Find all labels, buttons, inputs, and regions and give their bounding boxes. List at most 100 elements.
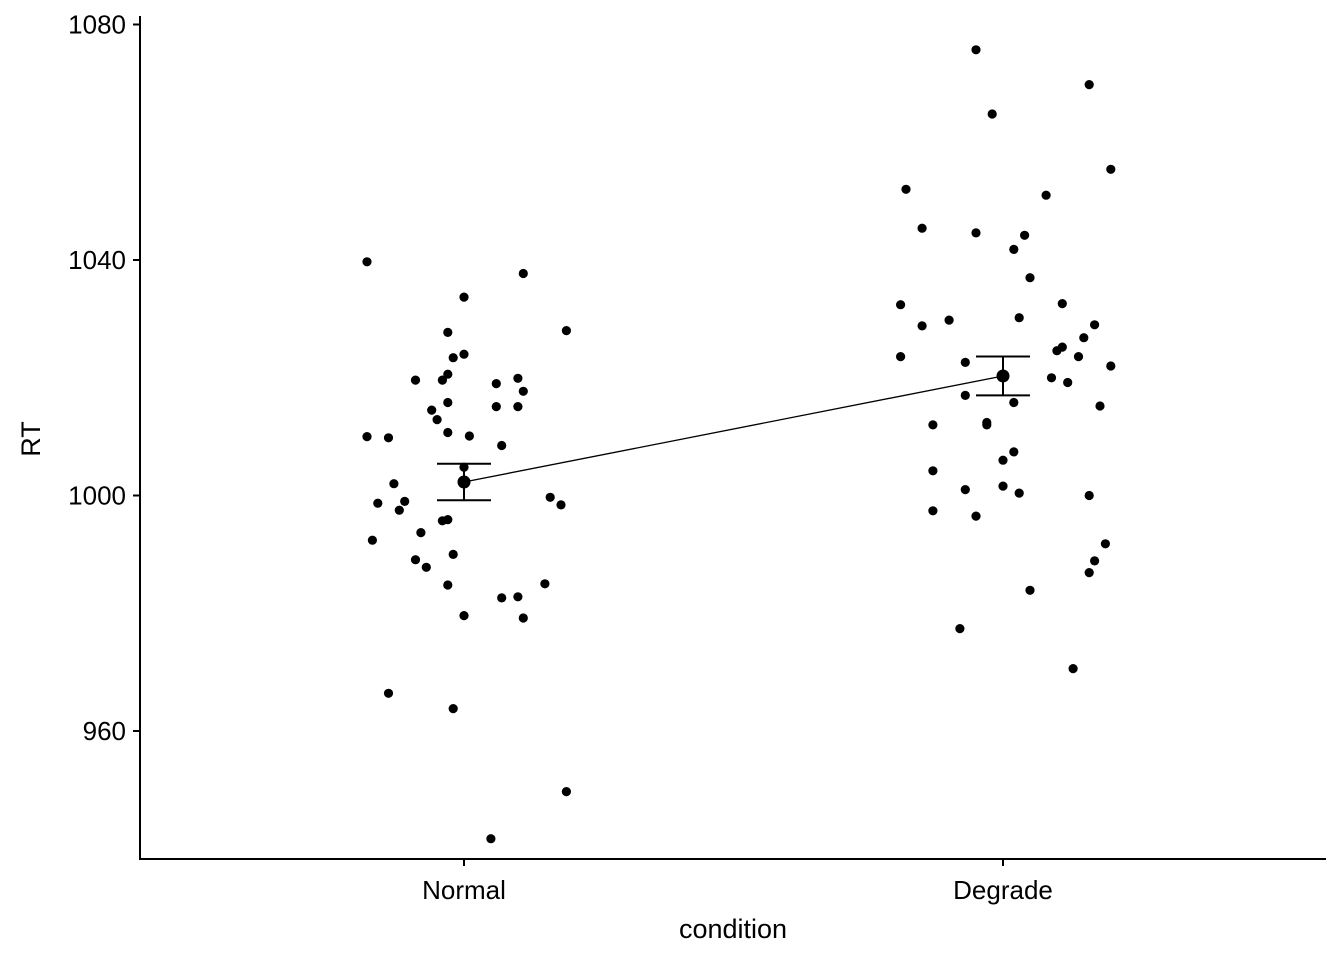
data-point-normal (518, 386, 528, 396)
data-point-degrade (1009, 244, 1019, 254)
y-tick-label: 1080 (68, 10, 126, 40)
data-point-normal (362, 257, 372, 267)
data-point-degrade (917, 223, 927, 233)
data-point-normal (427, 405, 437, 415)
data-point-degrade (944, 315, 954, 325)
data-point-degrade (896, 352, 906, 362)
data-point-normal (448, 549, 458, 560)
data-point-degrade (917, 321, 927, 331)
mean-point-degrade (996, 369, 1010, 383)
summary-layer (437, 355, 1030, 502)
data-point-degrade (1090, 320, 1100, 330)
data-point-degrade (971, 228, 981, 238)
data-point-degrade (928, 506, 938, 516)
data-point-normal (491, 379, 501, 389)
data-point-normal (545, 492, 555, 502)
data-point-normal (410, 555, 421, 565)
data-point-degrade (901, 184, 911, 194)
data-point-normal (448, 704, 458, 714)
data-point-degrade (928, 466, 938, 476)
mean-point-normal (457, 475, 471, 489)
x-tick-label: Degrade (953, 875, 1053, 905)
data-point-normal (437, 516, 447, 526)
data-point-normal (513, 592, 523, 602)
data-point-degrade (1084, 490, 1094, 501)
data-point-degrade (896, 300, 906, 310)
axes-layer (139, 16, 1326, 860)
data-point-degrade (1063, 377, 1073, 388)
data-point-degrade (1057, 299, 1067, 309)
y-ticks-layer: 960 1000 1040 1080 (68, 10, 140, 746)
data-point-degrade (1095, 401, 1105, 411)
data-point-degrade (971, 511, 981, 521)
data-point-degrade (998, 455, 1008, 465)
data-point-normal (513, 373, 523, 383)
data-point-normal (556, 500, 566, 510)
data-point-degrade (971, 45, 981, 55)
data-point-degrade (1025, 585, 1035, 595)
data-point-normal (383, 688, 394, 698)
data-point-degrade (960, 485, 970, 495)
x-ticks-layer: Normal Degrade (422, 859, 1053, 905)
data-point-normal (497, 440, 507, 451)
data-point-normal (518, 268, 528, 279)
data-point-normal (367, 535, 377, 545)
data-point-degrade (1052, 346, 1062, 356)
data-point-degrade (1009, 447, 1019, 457)
data-point-normal (464, 431, 474, 441)
data-point-normal (561, 326, 572, 336)
data-point-degrade (960, 390, 970, 400)
data-point-degrade (1106, 361, 1116, 371)
y-axis-title: RT (16, 421, 46, 457)
data-point-degrade (1090, 556, 1100, 566)
data-point-normal (443, 327, 453, 337)
data-point-normal (410, 375, 421, 385)
data-point-degrade (998, 481, 1008, 491)
data-point-degrade (982, 417, 992, 428)
data-point-degrade (1014, 488, 1024, 498)
data-point-normal (443, 369, 453, 379)
data-point-normal (400, 496, 410, 506)
data-point-normal (561, 787, 572, 797)
y-tick-label: 1040 (68, 245, 126, 275)
data-point-degrade (1084, 568, 1094, 578)
y-tick-label: 960 (83, 716, 126, 746)
data-point-normal (459, 349, 469, 359)
data-point-degrade (987, 109, 997, 119)
data-point-normal (497, 593, 507, 603)
data-point-degrade (1014, 313, 1024, 323)
data-point-normal (459, 292, 469, 302)
data-point-normal (518, 613, 528, 623)
data-point-normal (437, 375, 447, 385)
data-point-normal (394, 505, 404, 515)
data-point-degrade (1079, 333, 1089, 343)
data-point-normal (443, 397, 453, 408)
data-point-normal (443, 427, 453, 438)
data-point-normal (373, 498, 383, 508)
data-point-degrade (1025, 273, 1035, 283)
y-tick-label: 1000 (68, 481, 126, 511)
data-point-normal (459, 611, 469, 621)
data-point-normal (491, 402, 501, 412)
data-point-degrade (955, 624, 965, 634)
data-point-normal (443, 580, 453, 590)
points-layer (362, 45, 1116, 844)
x-tick-label: Normal (422, 875, 506, 905)
data-point-normal (432, 415, 442, 425)
data-point-degrade (1009, 397, 1019, 408)
mean-connecting-line (463, 375, 1004, 483)
data-point-normal (513, 402, 523, 412)
data-point-normal (416, 528, 426, 538)
data-point-degrade (1068, 664, 1078, 674)
data-point-normal (540, 579, 550, 589)
data-point-degrade (1020, 230, 1030, 240)
data-point-normal (362, 432, 372, 442)
data-point-degrade (1084, 80, 1094, 90)
data-point-normal (448, 353, 458, 363)
x-axis-title: condition (679, 914, 787, 944)
data-point-normal (383, 433, 394, 443)
data-point-normal (486, 834, 496, 844)
data-point-degrade (1073, 352, 1084, 362)
